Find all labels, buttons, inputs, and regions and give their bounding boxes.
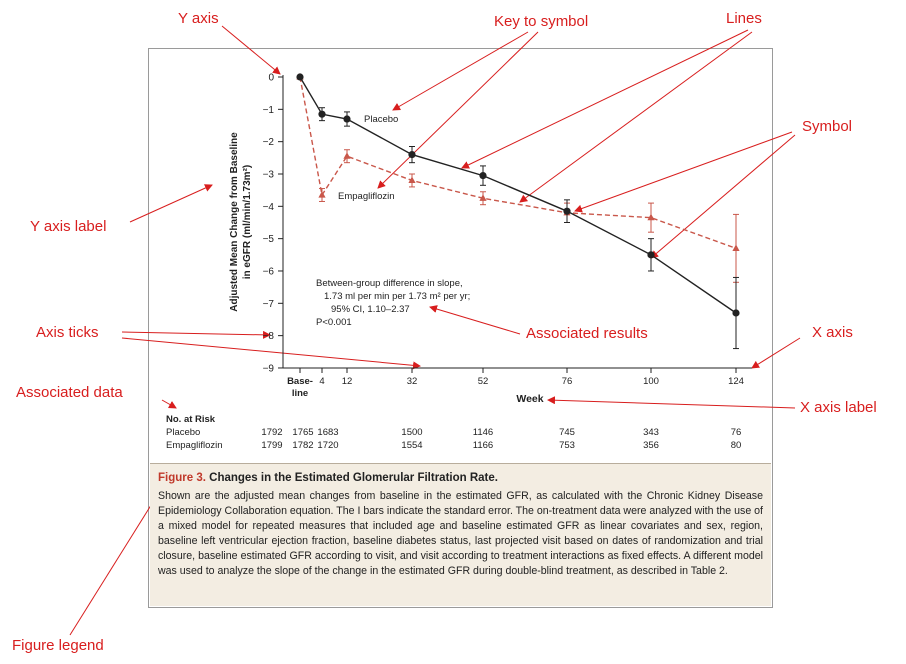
figure-legend-title: Figure 3. Changes in the Estimated Glome… <box>158 472 763 484</box>
risk-table-cell: 80 <box>731 440 742 451</box>
annotation-y-axis: Y axis <box>178 10 219 27</box>
annotation-x-axis-label: X axis label <box>800 399 877 416</box>
y-tick-label: −8 <box>263 331 275 342</box>
series-label-placebo: Placebo <box>364 114 398 125</box>
risk-table-cell: 1782 <box>292 440 313 451</box>
arrow-x-axis <box>751 337 801 369</box>
x-axis-label: Week <box>516 393 543 405</box>
placebo-marker <box>479 172 487 180</box>
risk-table-cell: 76 <box>731 427 742 438</box>
arrow-symbol-2 <box>650 134 796 259</box>
annotation-key-to-symbol: Key to symbol <box>494 13 589 30</box>
placebo-marker <box>408 150 416 159</box>
slope-annotation-line: 95% CI, 1.10–2.37 <box>331 304 410 315</box>
figure-legend-text: Shown are the adjusted mean changes from… <box>158 490 763 577</box>
arrow-lines-2 <box>519 31 753 203</box>
arrow-associated-data <box>161 399 177 409</box>
annotation-figure-legend: Figure legend <box>12 637 104 654</box>
x-tick-label: 52 <box>478 376 489 387</box>
empagliflozin-marker <box>732 244 740 251</box>
annotation-arrows <box>69 25 801 636</box>
x-tick-label: Base- <box>287 376 313 387</box>
annotation-x-axis: X axis <box>812 324 853 341</box>
arrow-y-axis <box>221 25 281 75</box>
arrow-figure-legend <box>69 493 159 636</box>
annotation-associated-data: Associated data <box>16 384 123 401</box>
placebo-marker <box>647 251 655 259</box>
figure-title: Changes in the Estimated Glomerular Filt… <box>205 472 498 484</box>
arrow-y-axis-label <box>129 184 213 223</box>
x-tick-label: 4 <box>319 376 324 387</box>
risk-table-title: No. at Risk <box>166 414 216 425</box>
y-axis-label-line1: Adjusted Mean Change from Baseline <box>229 132 240 312</box>
placebo-marker <box>563 207 571 215</box>
slope-annotation-line: P<0.001 <box>316 317 352 328</box>
x-tick-sublabel: line <box>292 388 308 399</box>
risk-table-cell: 343 <box>643 427 659 438</box>
y-axis-label-line2: in eGFR (ml/min/1.73m²) <box>242 165 253 279</box>
risk-table-cell: 1146 <box>473 427 493 438</box>
arrow-key-placebo <box>392 31 529 111</box>
risk-table-cell: 356 <box>643 440 659 451</box>
arrow-key-empagliflozin <box>377 31 539 189</box>
annotation-associated-results: Associated results <box>526 325 648 342</box>
y-tick-label: 0 <box>268 73 274 84</box>
y-tick-label: −4 <box>263 202 275 213</box>
placebo-line <box>299 76 737 314</box>
risk-table-cell: 1765 <box>292 427 313 438</box>
placebo-marker <box>343 115 351 123</box>
arrow-lines-1 <box>461 29 749 169</box>
risk-table-cell: 1166 <box>473 440 493 451</box>
risk-table-cell: 1554 <box>401 440 422 451</box>
arrow-axis-ticks-1 <box>121 330 271 339</box>
annotation-lines: Lines <box>726 10 762 27</box>
y-tick-label: −5 <box>263 234 275 245</box>
y-tick-label: −2 <box>263 137 275 148</box>
figure-legend: Figure 3. Changes in the Estimated Glome… <box>150 463 771 606</box>
placebo-marker <box>318 110 326 118</box>
y-tick-label: −1 <box>263 105 275 116</box>
slope-annotation-line: 1.73 ml per min per 1.73 m² per yr; <box>324 291 470 302</box>
empagliflozin-marker <box>318 191 326 198</box>
risk-table-cell: 1500 <box>401 427 422 438</box>
risk-table-cell: 1792 <box>261 427 282 438</box>
risk-table-cell: 1799 <box>261 440 282 451</box>
y-tick-label: −7 <box>263 299 275 310</box>
x-tick-label: 76 <box>562 376 573 387</box>
arrow-symbol-1 <box>574 131 793 213</box>
empagliflozin-line <box>299 76 737 250</box>
empagliflozin-marker <box>647 213 655 221</box>
annotation-axis-ticks: Axis ticks <box>36 324 99 341</box>
placebo-marker <box>296 73 304 81</box>
risk-table-cell: 1683 <box>317 427 338 438</box>
y-tick-label: −3 <box>263 169 275 180</box>
empagliflozin-marker <box>343 152 351 159</box>
risk-table-row-label: Placebo <box>166 427 200 438</box>
y-tick-label: −9 <box>263 363 275 374</box>
x-tick-label: 100 <box>643 376 659 387</box>
annotation-y-axis-label: Y axis label <box>30 218 107 235</box>
risk-table-cell: 753 <box>559 440 575 451</box>
empagliflozin-marker <box>408 176 416 184</box>
x-tick-label: 124 <box>728 376 744 387</box>
annotation-symbol: Symbol <box>802 118 853 135</box>
x-tick-label: 12 <box>342 376 353 387</box>
slope-annotation-line: Between-group difference in slope, <box>316 278 463 289</box>
arrow-x-axis-label <box>547 396 796 409</box>
empagliflozin-marker <box>479 194 487 201</box>
risk-table-row-label: Empagliflozin <box>166 440 223 451</box>
y-tick-label: −6 <box>263 266 275 277</box>
figure-number: Figure 3. <box>158 472 206 484</box>
arrow-axis-ticks-2 <box>121 337 421 370</box>
series-label-empagliflozin: Empagliflozin <box>338 191 395 202</box>
arrow-associated-results <box>429 305 521 335</box>
x-tick-label: 32 <box>407 376 418 387</box>
risk-table-cell: 1720 <box>317 440 338 451</box>
placebo-marker <box>732 309 740 317</box>
risk-table-cell: 745 <box>559 427 575 438</box>
